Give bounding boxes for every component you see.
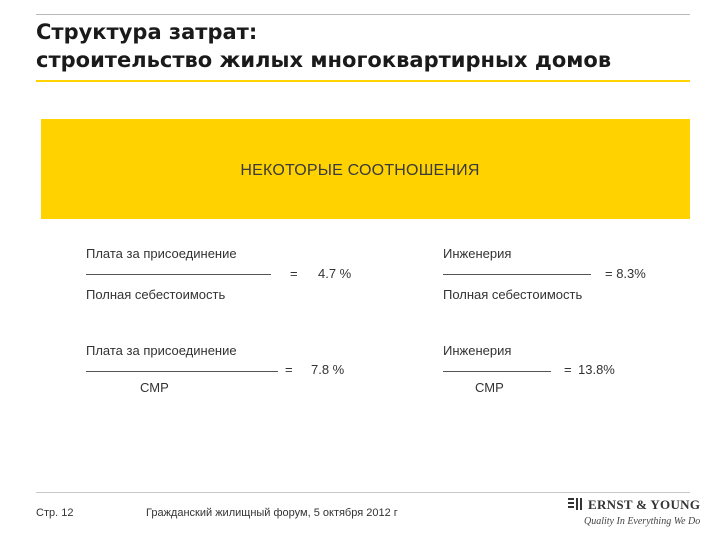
page-number: Стр. 12 [36,507,74,519]
top-rule [36,14,690,15]
ratio-denominator: СМР [475,380,504,395]
band-heading: НЕКОТОРЫЕ СООТНОШЕНИЯ [240,162,480,179]
ratio-numerator: Плата за присоединение [86,246,237,261]
ratio-numerator: Плата за присоединение [86,343,237,358]
ratio-equals: = [564,362,572,377]
ratio-numerator: Инженерия [443,343,512,358]
slide-title: Структура затрат: строительство жилых мн… [36,18,696,74]
heading-band [41,119,690,219]
fraction-line [86,371,278,372]
ratio-denominator: СМР [140,380,169,395]
title-line-2: строительство жилых многоквартирных домо… [36,48,612,72]
ey-logo-icon [568,498,582,510]
ratio-denominator: Полная себестоимость [86,287,226,302]
footer-rule [36,492,690,493]
ratio-denominator: Полная себестоимость [443,287,583,302]
footer-event: Гражданский жилищный форум, 5 октября 20… [146,507,398,519]
logo-wordmark: ERNST & YOUNG [588,497,701,512]
ratio-value: 13.8% [578,362,615,377]
fraction-line [443,274,591,275]
fraction-line [443,371,551,372]
ratio-value: 4.7 % [318,266,352,281]
logo-tagline: Quality In Everything We Do [584,516,701,527]
title-line-1: Структура затрат: [36,20,258,44]
ratio-value: 7.8 % [311,362,345,377]
ratio-equals: = [290,266,298,281]
title-underline [36,80,690,82]
fraction-line [86,274,271,275]
ratio-equals: = [285,362,293,377]
ratio-numerator: Инженерия [443,246,512,261]
ratio-value: = 8.3% [605,266,646,281]
